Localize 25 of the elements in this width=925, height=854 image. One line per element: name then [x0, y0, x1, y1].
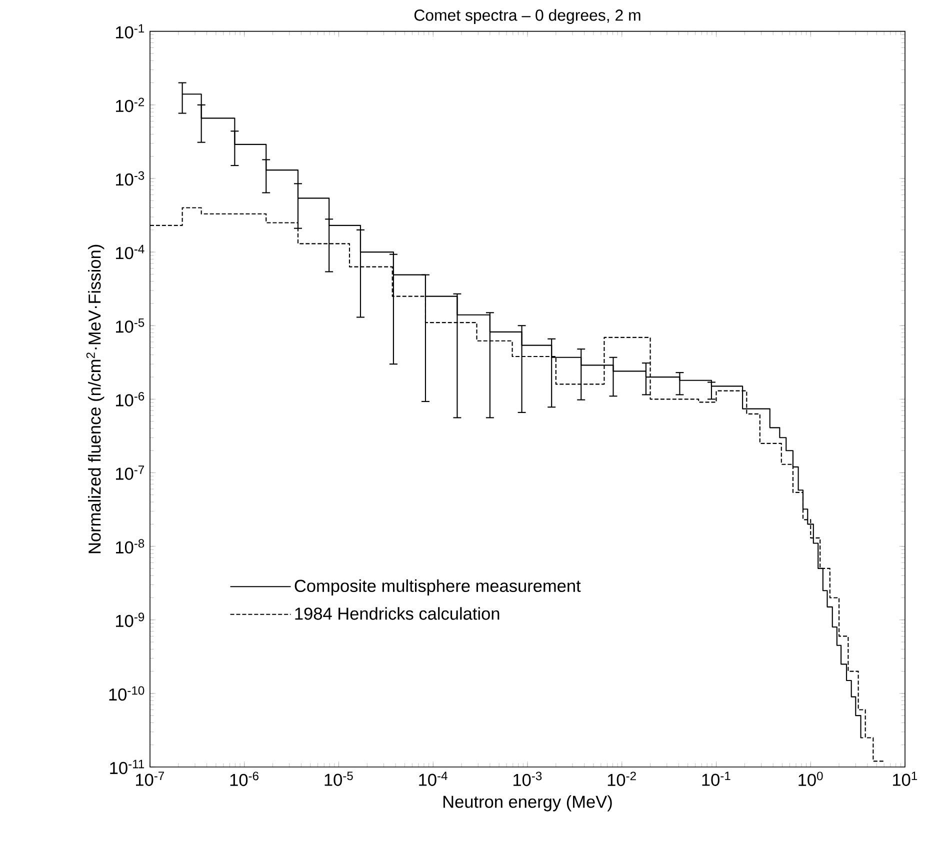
- legend-label: Composite multisphere measurement: [294, 579, 581, 596]
- y-tick-label: 10$^{-2}$: [116, 98, 144, 112]
- y-tick-label: 10$^{-3}$: [116, 171, 144, 186]
- y-axis-title: Normalized fluence (n/cm$^{2}$·MeV·Fission): [86, 244, 104, 554]
- x-tick-label: 10$^{-4}$: [419, 772, 448, 786]
- x-tick-label: 10$^{-6}$: [230, 772, 258, 786]
- y-tick-label: 10$^{-11}$: [110, 760, 144, 774]
- x-tick-label: 10$^{-3}$: [514, 772, 542, 786]
- legend-label: 1984 Hendricks calculation: [295, 607, 500, 620]
- x-axis-title: Neutron energy (MeV): [443, 795, 612, 812]
- x-tick-label: 10$^{-5}$: [324, 772, 353, 786]
- x-tick-label: 10$^{-2}$: [608, 772, 636, 786]
- x-tick-label: 10$^{-1}$: [702, 772, 730, 786]
- y-tick-label: 10$^{-10}$: [109, 686, 144, 701]
- y-tick-label: 10$^{-9}$: [116, 612, 144, 628]
- x-tick-label: 10$^{-7}$: [136, 772, 164, 786]
- y-tick-label: 10$^{-1}$: [116, 24, 144, 38]
- y-tick-label: 10$^{-7}$: [116, 466, 144, 480]
- chart-title: Comet spectra – 0 degrees, 2 m: [414, 9, 640, 24]
- y-tick-label: 10$^{-8}$: [116, 539, 144, 554]
- y-tick-label: 10$^{-5}$: [116, 318, 144, 333]
- x-tick-label: 10$^{0}$: [798, 772, 823, 786]
- y-tick-label: 10$^{-6}$: [116, 392, 144, 406]
- x-tick-label: 10$^{1}$: [893, 772, 918, 786]
- y-tick-label: 10$^{-4}$: [116, 244, 144, 260]
